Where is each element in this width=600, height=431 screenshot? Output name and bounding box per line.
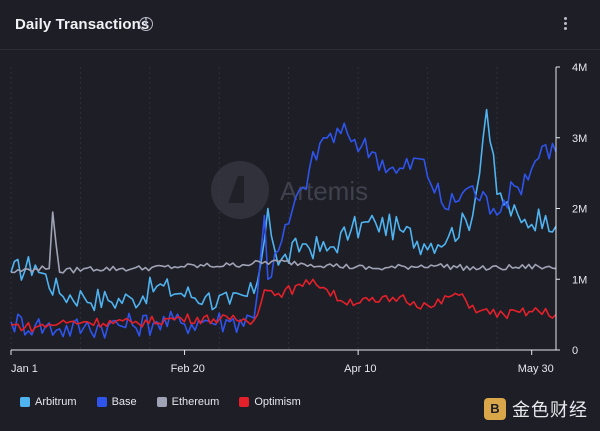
legend-swatch bbox=[20, 397, 30, 407]
corner-watermark-logo: B bbox=[484, 398, 506, 420]
y-tick-label: 3M bbox=[572, 133, 587, 145]
watermark-logo-mark bbox=[228, 176, 244, 203]
legend-label: Optimism bbox=[254, 396, 301, 408]
legend-swatch bbox=[96, 397, 107, 407]
card-title: Daily Transactions bbox=[15, 16, 150, 33]
y-tick-label: 0 bbox=[572, 345, 578, 357]
x-tick-label: Jan 1 bbox=[11, 363, 38, 375]
series-line-base bbox=[10, 122, 557, 339]
corner-watermark-text: 金色财经 bbox=[512, 400, 588, 421]
series-line-ethereum bbox=[10, 211, 557, 274]
legend-label: Base bbox=[111, 396, 137, 408]
legend-swatch bbox=[239, 397, 250, 407]
series-line-optimism bbox=[10, 278, 557, 333]
legend-item-ethereum[interactable]: Ethereum bbox=[156, 396, 220, 408]
kebab-menu-icon[interactable] bbox=[560, 15, 570, 35]
legend-item-base[interactable]: Base bbox=[96, 396, 137, 408]
y-tick-label: 2M bbox=[572, 204, 587, 216]
chart-legend: Arbitrum Base Ethereum Optimism bbox=[20, 394, 321, 410]
legend-label: Ethereum bbox=[171, 396, 220, 408]
corner-watermark: B 金色财经 bbox=[484, 396, 588, 422]
legend-item-optimism[interactable]: Optimism bbox=[239, 396, 301, 408]
info-icon[interactable]: i bbox=[139, 17, 153, 31]
x-tick-label: Apr 10 bbox=[344, 363, 376, 375]
legend-label: Arbitrum bbox=[35, 396, 77, 408]
series-line-arbitrum bbox=[10, 108, 557, 312]
x-tick-label: Feb 20 bbox=[171, 363, 205, 375]
line-chart: Artemis 0 1M 2M 3M 4M Jan 1 Feb 20 Apr 10 May 30 bbox=[10, 62, 587, 375]
x-tick-label: May 30 bbox=[518, 363, 554, 375]
y-tick-label: 1M bbox=[572, 274, 587, 286]
legend-item-arbitrum[interactable]: Arbitrum bbox=[20, 396, 77, 408]
legend-swatch bbox=[156, 397, 167, 407]
watermark-text: Artemis bbox=[280, 176, 368, 206]
y-tick-label: 4M bbox=[572, 62, 587, 74]
card-header: Daily Transactions i bbox=[0, 0, 600, 50]
